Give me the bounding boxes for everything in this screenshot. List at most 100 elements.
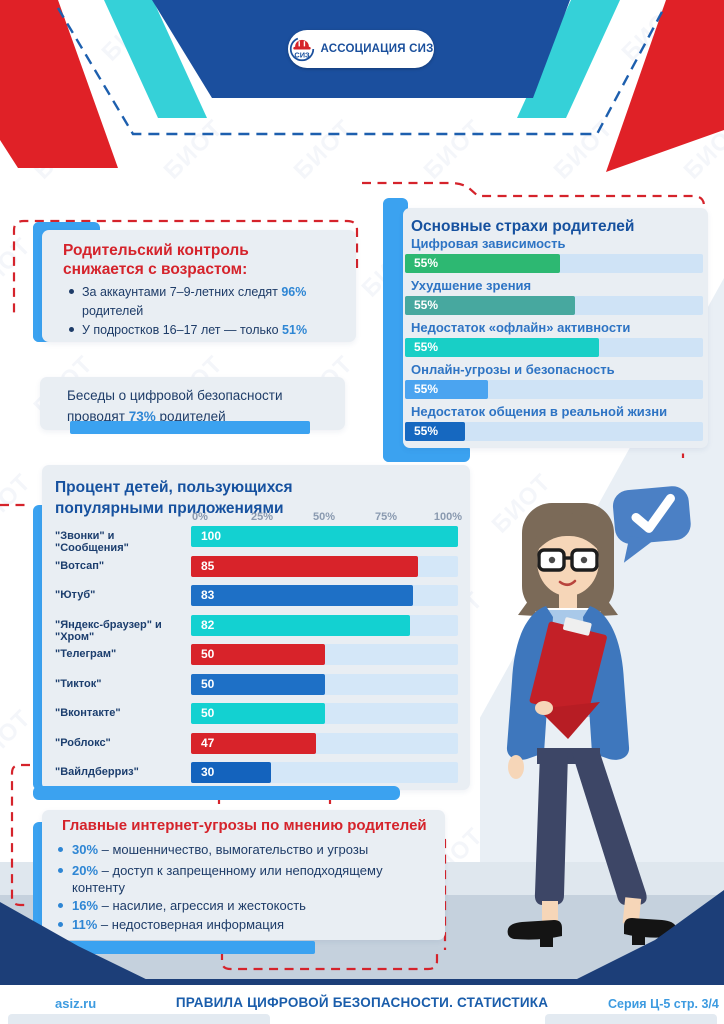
threat-value: 16% — [72, 898, 102, 913]
bullet-dot — [69, 289, 74, 294]
fears-bracket-bottom-cap — [383, 444, 470, 462]
stat-value: 51% — [282, 323, 308, 337]
app-bar-track: 50 — [191, 703, 458, 724]
footer-decoration — [0, 890, 724, 985]
app-bar-value: 82 — [201, 617, 215, 632]
axis-tick: 75% — [374, 511, 398, 523]
pants — [534, 753, 568, 905]
bullet-dot — [58, 847, 63, 852]
app-bar-track: 85 — [191, 555, 458, 577]
app-bar-track: 82 — [191, 614, 458, 636]
threat-item: 11% – недостоверная информация — [58, 916, 402, 933]
mouth — [558, 579, 577, 587]
shoes — [507, 918, 677, 947]
fear-bar-track: 55% — [405, 254, 703, 273]
fear-label: Цифровая зависимость — [411, 236, 566, 251]
app-bar-value: 83 — [201, 588, 215, 602]
app-label: "Тикток" — [55, 677, 102, 690]
app-bar: 50 — [191, 703, 325, 724]
stat-value: 96% — [281, 285, 307, 299]
talks-post: родителей — [155, 409, 226, 424]
parental-panel — [42, 230, 356, 342]
fear-bar-value: 55% — [414, 424, 439, 438]
parental-title: Родительский контроль снижается с возрас… — [63, 242, 249, 278]
axis-tick: 100% — [433, 511, 463, 523]
fear-bar: 55% — [405, 338, 599, 357]
app-label: "Вотсап" — [55, 559, 105, 572]
footer-title: ПРАВИЛА ЦИФРОВОЙ БЕЗОПАСНОСТИ. СТАТИСТИК… — [175, 995, 549, 1010]
fear-label: Недостаток общения в реальной жизни — [411, 404, 668, 419]
app-bar: 50 — [191, 673, 325, 695]
app-bar-track: 30 — [191, 762, 458, 783]
hand-right — [535, 701, 553, 715]
app-bar: 85 — [191, 555, 418, 577]
threats-underline-bar — [52, 941, 315, 954]
threat-value: 11% — [72, 917, 101, 932]
fear-bar-track: 55% — [405, 338, 703, 357]
threat-item: 20% – доступ к запрещенному или неподход… — [58, 862, 402, 896]
parental-bullet: У подростков 16–17 лет — только 51% — [69, 321, 312, 340]
threat-item: 16% – насилие, агрессия и жестокость — [58, 897, 402, 914]
app-bar-track: 100 — [191, 526, 458, 547]
footer-site-link[interactable]: asiz.ru — [55, 996, 97, 1011]
fear-bar-value: 55% — [414, 382, 439, 396]
talks-value: 73% — [128, 409, 156, 424]
app-label: "Ютуб" — [55, 589, 96, 601]
app-label: "Звонки" и "Сообщения" — [55, 530, 129, 554]
app-label: "Вайлдберриз" — [55, 766, 139, 778]
app-bar-value: 50 — [201, 676, 215, 691]
logo-label: АССОЦИАЦИЯ СИЗ — [320, 43, 434, 55]
fear-bar-track: 55% — [405, 422, 703, 441]
axis-tick: 0% — [192, 511, 208, 523]
bullet-dot — [69, 327, 74, 332]
fears-title: Основные страхи родителей — [411, 218, 635, 235]
app-bar-value: 47 — [201, 735, 215, 750]
jacket-left — [506, 606, 553, 760]
bullet-dot — [58, 868, 63, 873]
bullet-dot — [58, 903, 63, 908]
fear-bar: 55% — [405, 422, 465, 441]
app-bar: 50 — [191, 644, 325, 665]
fear-bar: 55% — [405, 380, 489, 399]
speech-bubble — [612, 486, 691, 563]
fear-bar: 55% — [405, 254, 560, 273]
glasses-icon — [537, 548, 599, 572]
talks-text: Беседы о цифровой безопасности проводят … — [67, 385, 332, 427]
app-bar-track: 50 — [191, 644, 458, 665]
hand-left — [508, 755, 524, 779]
threat-value: 30% — [72, 842, 102, 857]
app-bar: 82 — [191, 614, 410, 636]
svg-text:СИЗ: СИЗ — [294, 51, 310, 60]
app-bar: 100 — [191, 526, 458, 547]
apps-title: Процент детей, пользующихся популярными … — [55, 479, 293, 517]
app-bar-track: 50 — [191, 673, 458, 695]
app-bar-value: 30 — [201, 765, 215, 779]
threats-title: Главные интернет-угрозы по мнению родите… — [62, 817, 427, 834]
fear-bar-value: 55% — [414, 298, 439, 312]
fear-bar-value: 55% — [414, 256, 439, 270]
fear-label: Недостаток «офлайн» активности — [411, 320, 631, 335]
fear-bar: 55% — [405, 296, 575, 315]
woman-illustration — [506, 503, 677, 947]
app-bar-value: 50 — [201, 647, 215, 661]
talks-underline-bar — [70, 421, 310, 434]
app-label: "Яндекс-браузер" и "Хром" — [55, 618, 162, 643]
app-label: "Телеграм" — [55, 648, 117, 660]
association-logo: СИЗ АССОЦИАЦИЯ СИЗ — [288, 30, 434, 68]
app-label: "Вконтакте" — [55, 707, 121, 719]
app-bar: 47 — [191, 732, 317, 754]
bottom-strip-right — [545, 1014, 717, 1024]
apps-bottom-bar — [33, 786, 400, 800]
fears-panel — [403, 208, 708, 448]
helmet-icon: СИЗ — [289, 36, 314, 62]
footer-series: Серия Ц-5 стр. 3/4 — [608, 997, 719, 1011]
threats-panel — [42, 810, 445, 940]
parental-bullet: За аккаунтами 7–9-летних следят 96% роди… — [69, 283, 312, 321]
face — [537, 526, 599, 596]
app-bar-value: 100 — [201, 529, 222, 543]
red-folder — [529, 617, 607, 717]
fear-label: Ухудшение зрения — [411, 278, 532, 293]
app-bar-value: 85 — [201, 558, 215, 573]
fear-label: Онлайн-угрозы и безопасность — [411, 362, 615, 377]
